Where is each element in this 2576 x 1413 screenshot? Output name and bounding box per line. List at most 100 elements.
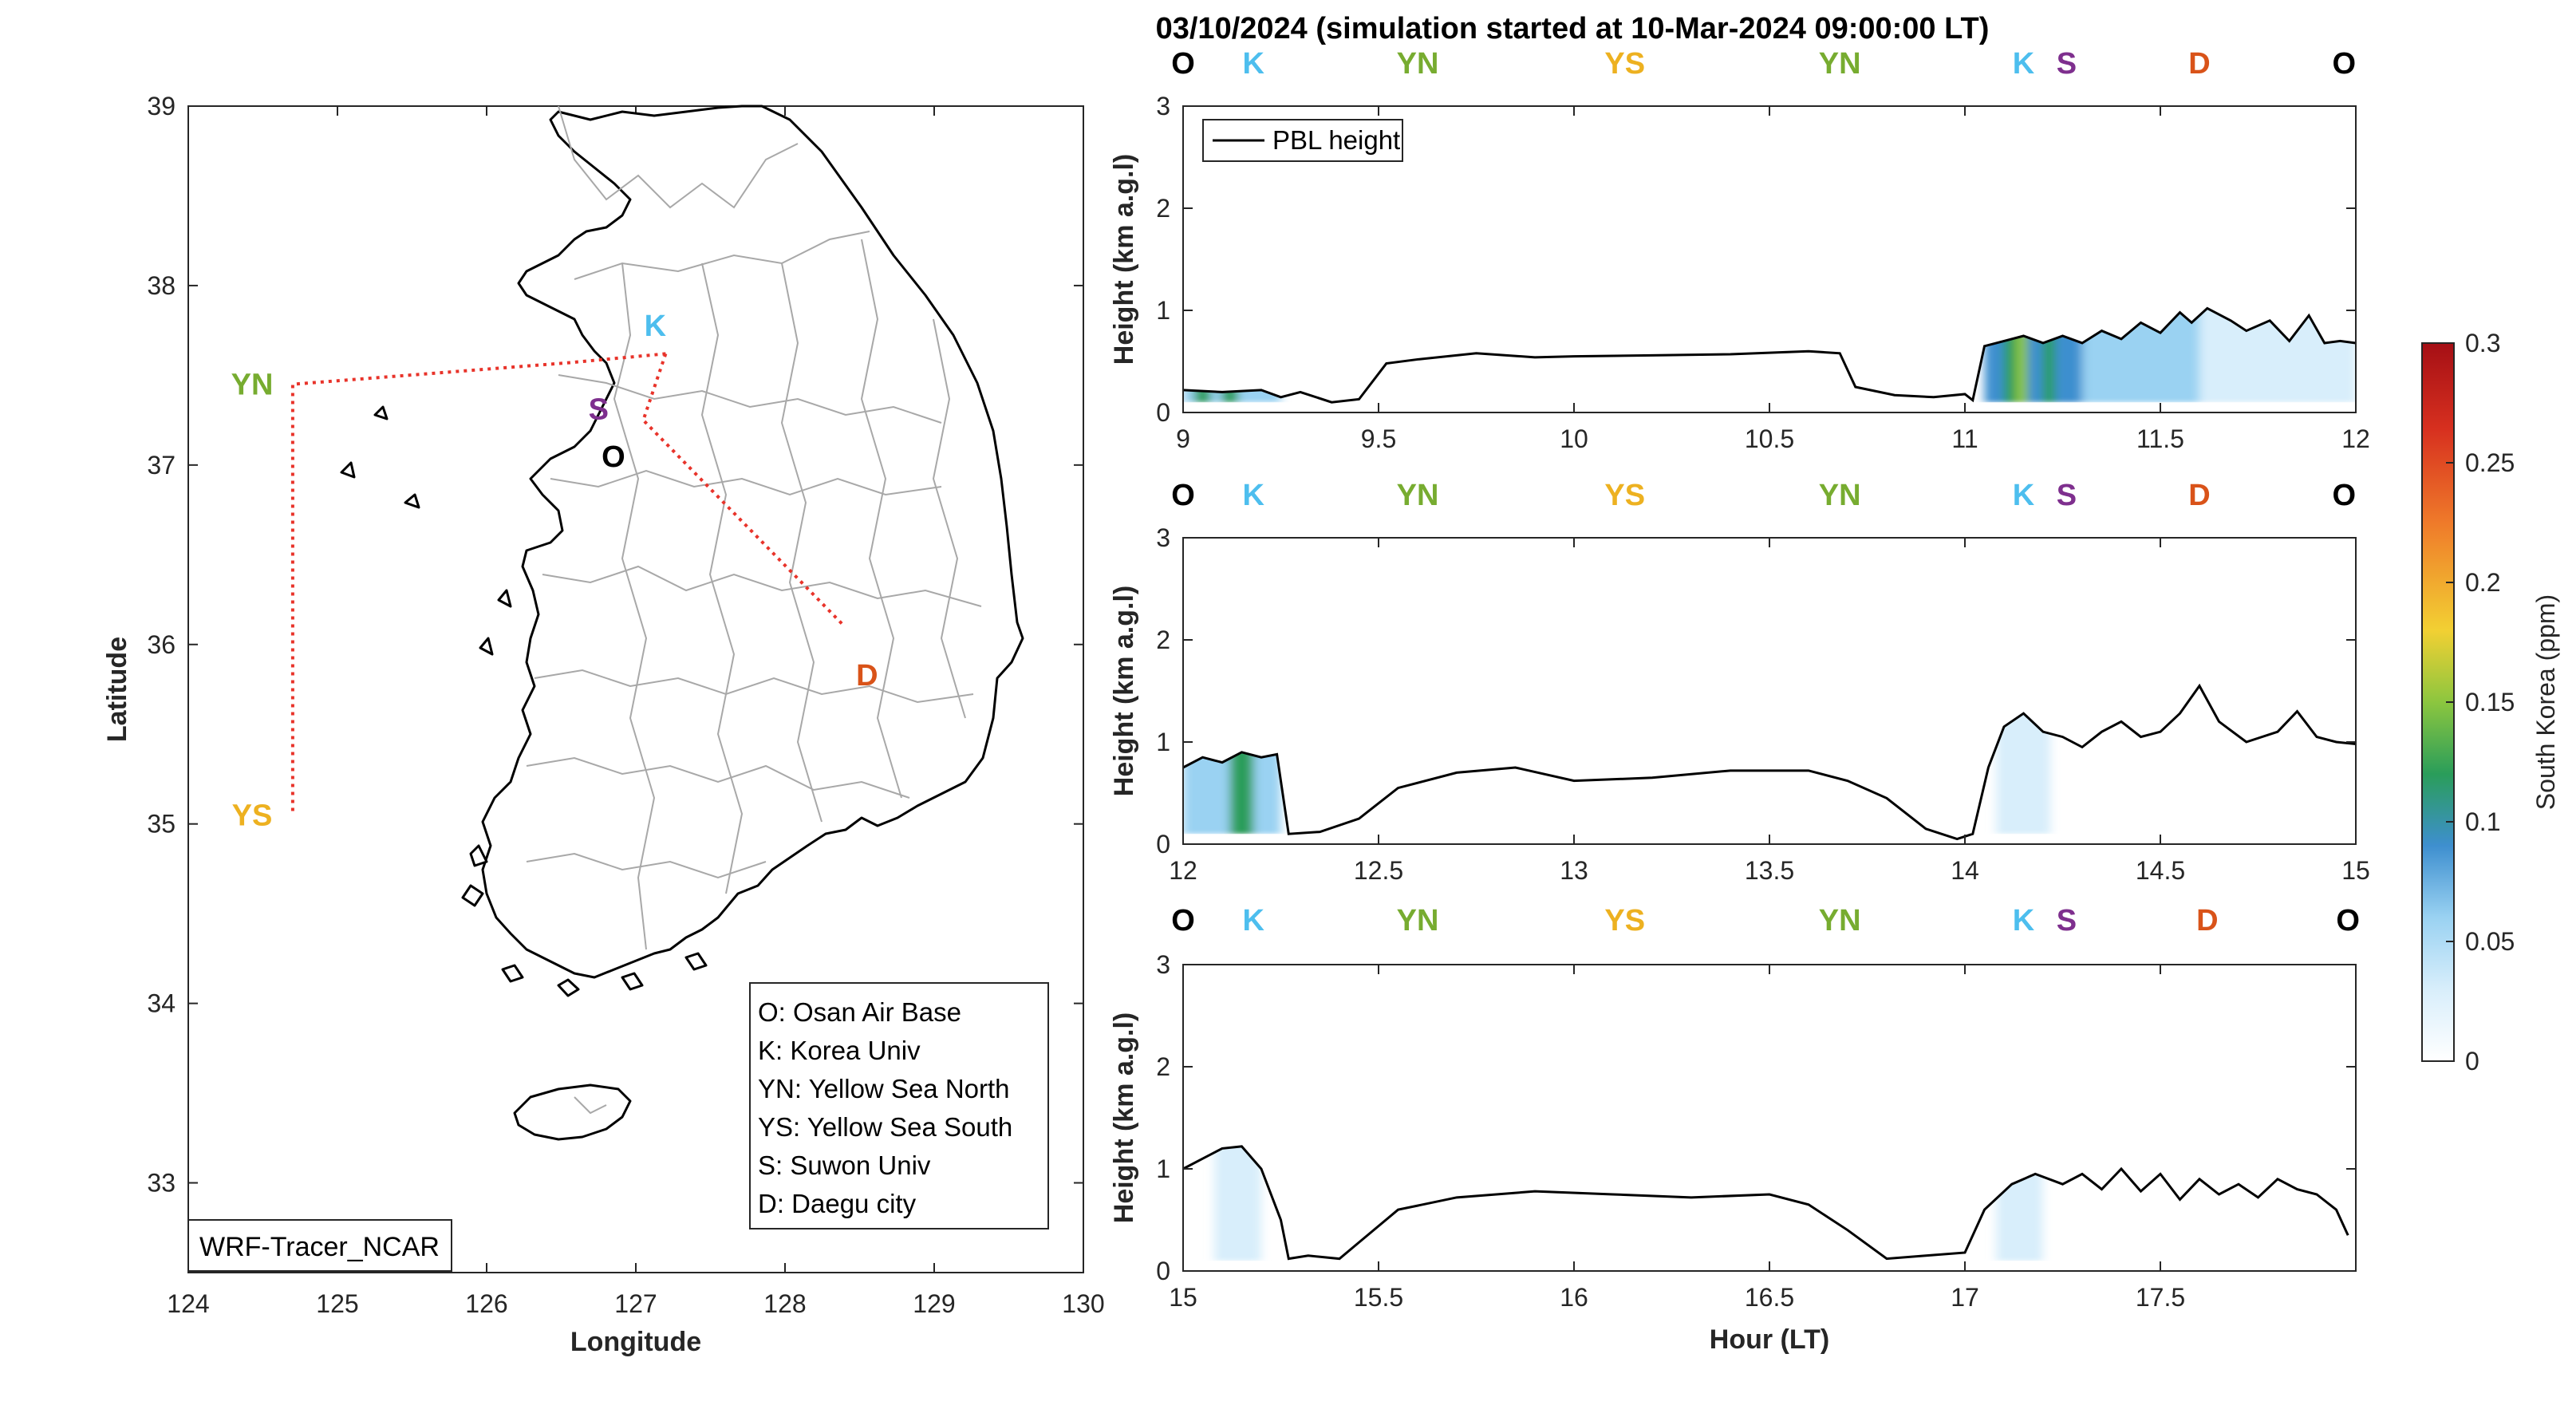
panel-station-label-o: O bbox=[2333, 479, 2357, 512]
map-station-ys: YS bbox=[232, 799, 273, 832]
map-xtick-label: 130 bbox=[1062, 1289, 1104, 1318]
colorbar-tick-label: 0.1 bbox=[2465, 807, 2500, 836]
panel-xtick-label: 14.5 bbox=[2136, 856, 2185, 885]
map-xtick-label: 128 bbox=[763, 1289, 806, 1318]
map-station-k: K bbox=[645, 310, 667, 343]
map-ytick-label: 37 bbox=[147, 451, 176, 480]
map-ytick-label: 35 bbox=[147, 810, 176, 839]
map-xlabel: Longitude bbox=[570, 1327, 701, 1357]
panel-ytick-label: 1 bbox=[1156, 1154, 1170, 1183]
panel-xtick-label: 11.5 bbox=[2136, 424, 2184, 453]
panel-xtick-label: 15 bbox=[2341, 856, 2370, 885]
panel-station-label-d: D bbox=[2188, 47, 2210, 81]
panel-xtick-label: 13.5 bbox=[1745, 856, 1794, 885]
panel-station-label-k: K bbox=[1242, 904, 1264, 937]
panel-xtick-label: 16 bbox=[1560, 1283, 1588, 1312]
legend-item-YN: YN: Yellow Sea North bbox=[758, 1074, 1010, 1103]
legend-item-YS: YS: Yellow Sea South bbox=[758, 1112, 1012, 1142]
map-xtick-label: 127 bbox=[614, 1289, 657, 1318]
panel-ytick-label: 3 bbox=[1156, 523, 1170, 552]
panel-station-label-d: D bbox=[2196, 904, 2218, 937]
panel-station-label-yn: YN bbox=[1397, 47, 1439, 81]
panel-xtick-label: 17.5 bbox=[2136, 1283, 2185, 1312]
panel-station-label-k: K bbox=[2013, 904, 2035, 937]
panel-xtick-label: 14 bbox=[1951, 856, 1979, 885]
figure-title: 03/10/2024 (simulation started at 10-Mar… bbox=[1156, 12, 1990, 45]
panel-ytick-label: 1 bbox=[1156, 728, 1170, 756]
colorbar-ticks: 0 0.05 0.1 0.15 0.2 0.25 0.3 bbox=[2446, 329, 2515, 1076]
map-station-s: S bbox=[589, 393, 609, 426]
panel-station-label-o: O bbox=[2333, 47, 2357, 81]
panel-ytick-label: 2 bbox=[1156, 1052, 1170, 1081]
colorbar-tick-label: 0.3 bbox=[2465, 329, 2500, 357]
map-ylabel: Latitude bbox=[102, 637, 132, 742]
hour-xlabel: Hour (LT) bbox=[1710, 1324, 1829, 1355]
panel-xtick-label: 15.5 bbox=[1354, 1283, 1403, 1312]
panel-ytick-label: 0 bbox=[1156, 830, 1170, 858]
legend-item-D: D: Daegu city bbox=[758, 1189, 917, 1218]
map-ytick-label: 33 bbox=[147, 1169, 176, 1198]
map-panel: 124 125 126 127 128 129 130 33 34 35 36 37 38 39 Long… bbox=[102, 92, 1105, 1357]
coastline bbox=[340, 105, 1024, 1141]
panel-xtick-label: 9 bbox=[1176, 424, 1190, 453]
panel-ytick-label: 3 bbox=[1156, 950, 1170, 979]
colorbar-tick-label: 0.05 bbox=[2465, 927, 2515, 956]
panel-ylabel: Height (km a.g.l) bbox=[1109, 154, 1139, 365]
pbl-height-line bbox=[1182, 1145, 2349, 1261]
legend-item-O: O: Osan Air Base bbox=[758, 997, 961, 1027]
panel-xtick-label: 12.5 bbox=[1354, 856, 1403, 885]
map-station-yn: YN bbox=[231, 369, 274, 402]
panel-station-label-ys: YS bbox=[1604, 47, 1645, 81]
map-xtick-label: 126 bbox=[465, 1289, 507, 1318]
panel-ylabel: Height (km a.g.l) bbox=[1109, 586, 1139, 796]
panel-station-label-k: K bbox=[2013, 479, 2035, 512]
panel-xtick-label: 10 bbox=[1560, 424, 1588, 453]
panel-ytick-label: 3 bbox=[1156, 92, 1170, 120]
pbl-height-line bbox=[1182, 306, 2357, 404]
panel-ytick-label: 2 bbox=[1156, 626, 1170, 654]
panel-station-label-yn: YN bbox=[1819, 904, 1861, 937]
legend-item-S: S: Suwon Univ bbox=[758, 1151, 931, 1180]
district-boundaries bbox=[526, 105, 982, 1115]
colorbar-tick-label: 0 bbox=[2465, 1047, 2479, 1076]
panel-station-label-o: O bbox=[2336, 904, 2360, 937]
panel-ytick-label: 0 bbox=[1156, 1257, 1170, 1285]
panel-xtick-label: 12 bbox=[2341, 424, 2370, 453]
colorbar: 0 0.05 0.1 0.15 0.2 0.25 0.3 South Korea (ppm) bbox=[2421, 329, 2560, 1076]
panel-xtick-label: 17 bbox=[1951, 1283, 1979, 1312]
route-line bbox=[290, 352, 666, 815]
pbl-legend: PBL height bbox=[1202, 119, 1403, 162]
panel-station-label-s: S bbox=[2057, 479, 2077, 512]
tracer-cell bbox=[1214, 1146, 1261, 1261]
map-xtick-label: 125 bbox=[316, 1289, 358, 1318]
model-label-box: WRF-Tracer_NCAR bbox=[187, 1219, 452, 1272]
panel-xtick-label: 9.5 bbox=[1361, 424, 1396, 453]
station-legend: O: Osan Air Base K: Korea Univ YN: Yello… bbox=[749, 982, 1049, 1229]
panel-station-label-o: O bbox=[1171, 904, 1195, 937]
panel-xtick-label: 10.5 bbox=[1745, 424, 1794, 453]
panel-xtick-label: 13 bbox=[1560, 856, 1588, 885]
panel-xtick-label: 16.5 bbox=[1745, 1283, 1794, 1312]
map-xtick-label: 129 bbox=[913, 1289, 955, 1318]
panel-station-label-k: K bbox=[1242, 479, 1264, 512]
map-ytick-label: 36 bbox=[147, 630, 176, 659]
station-labels: O K S D YN YS bbox=[231, 310, 878, 832]
panel-station-label-k: K bbox=[2013, 47, 2035, 81]
panel-station-label-yn: YN bbox=[1397, 904, 1439, 937]
panel-ylabel: Height (km a.g.l) bbox=[1109, 1012, 1139, 1223]
colorbar-tick-label: 0.15 bbox=[2465, 688, 2515, 716]
pbl-legend-label: PBL height bbox=[1272, 125, 1400, 155]
panel-station-label-yn: YN bbox=[1819, 479, 1861, 512]
panel-xtick-label: 12 bbox=[1169, 856, 1197, 885]
panel-ytick-label: 0 bbox=[1156, 398, 1170, 427]
map-xtick-label: 124 bbox=[167, 1289, 209, 1318]
map-ytick-label: 34 bbox=[147, 989, 176, 1018]
panel-xtick-label: 11 bbox=[1951, 424, 1978, 453]
panel-xtick-label: 15 bbox=[1169, 1283, 1197, 1312]
panel-station-label-o: O bbox=[1171, 479, 1195, 512]
height-panel-3: 15 15.5 16 16.5 17 17.5 0 1 2 3 Height (km a.g.l) O… bbox=[1109, 904, 2360, 1312]
